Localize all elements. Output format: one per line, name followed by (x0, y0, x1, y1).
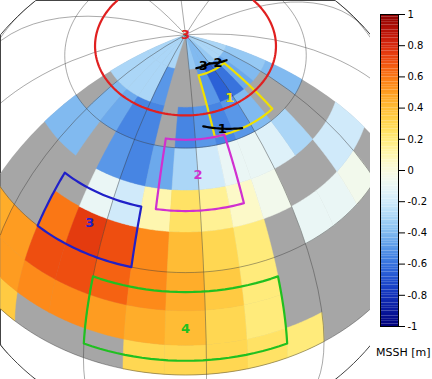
svg-text:0.2: 0.2 (408, 134, 424, 145)
svg-text:2: 2 (193, 167, 202, 182)
svg-text:-0.4: -0.4 (408, 227, 428, 238)
svg-text:0.4: 0.4 (408, 102, 424, 113)
svg-text:-0.8: -0.8 (408, 290, 428, 301)
svg-text:4: 4 (181, 321, 190, 336)
svg-text:3: 3 (199, 58, 208, 73)
svg-text:0.6: 0.6 (408, 71, 424, 82)
svg-text:0: 0 (408, 165, 414, 176)
svg-text:-1: -1 (408, 321, 418, 332)
svg-text:2: 2 (214, 55, 223, 70)
svg-text:1: 1 (225, 90, 234, 105)
svg-text:3: 3 (85, 215, 94, 230)
svg-text:3: 3 (181, 27, 190, 42)
svg-text:0.8: 0.8 (408, 40, 424, 51)
svg-text:-0.6: -0.6 (408, 258, 428, 269)
html-text:MSSH [m]: MSSH [m] (376, 346, 431, 359)
svg-text:-0.2: -0.2 (408, 196, 428, 207)
svg-text:1: 1 (218, 121, 227, 136)
svg-text:1: 1 (408, 9, 414, 20)
